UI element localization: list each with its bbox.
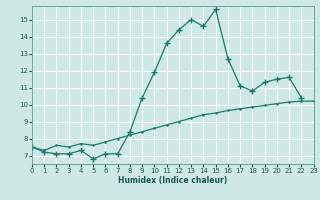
X-axis label: Humidex (Indice chaleur): Humidex (Indice chaleur) [118,176,228,185]
